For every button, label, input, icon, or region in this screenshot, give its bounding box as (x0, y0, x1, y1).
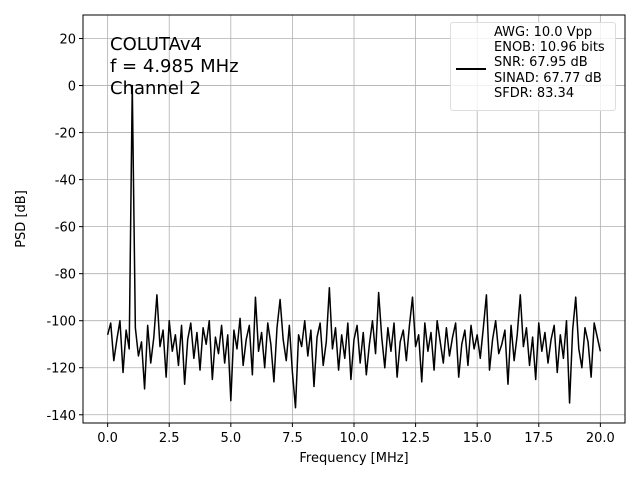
x-tick-label: 20.0 (586, 431, 615, 446)
y-axis-label: PSD [dB] (14, 190, 29, 248)
y-tick-label: 0 (68, 80, 76, 95)
y-tick-label: -60 (55, 221, 76, 236)
y-tick-label: -140 (46, 409, 76, 424)
legend: AWG: 10.0 Vpp ENOB: 10.96 bits SNR: 67.9… (450, 22, 616, 111)
x-tick-label: 10.0 (340, 431, 369, 446)
x-tick-label: 0.0 (97, 431, 118, 446)
legend-swatch (456, 68, 486, 70)
y-tick-label: 20 (59, 33, 76, 48)
psd-line (106, 84, 602, 409)
y-tick-label: -100 (46, 315, 76, 330)
x-tick-label: 7.5 (282, 431, 303, 446)
x-tick-label: 5.0 (220, 431, 241, 446)
axes-frame (82, 14, 626, 424)
x-tick-label: 12.5 (401, 431, 430, 446)
x-tick-label: 2.5 (159, 431, 180, 446)
y-tick-label: -120 (46, 362, 76, 377)
y-tick-label: -40 (55, 174, 76, 189)
annotation: COLUTAv4 (110, 34, 202, 55)
y-tick-label: -80 (55, 268, 76, 283)
annotation: f = 4.985 MHz (110, 56, 239, 77)
x-tick-label: 15.0 (463, 431, 492, 446)
annotation: Channel 2 (110, 78, 201, 99)
legend-label: AWG: 10.0 Vpp ENOB: 10.96 bits SNR: 67.9… (494, 25, 605, 101)
y-tick-label: -20 (55, 127, 76, 142)
x-axis-label: Frequency [MHz] (299, 451, 408, 466)
x-tick-label: 17.5 (524, 431, 553, 446)
